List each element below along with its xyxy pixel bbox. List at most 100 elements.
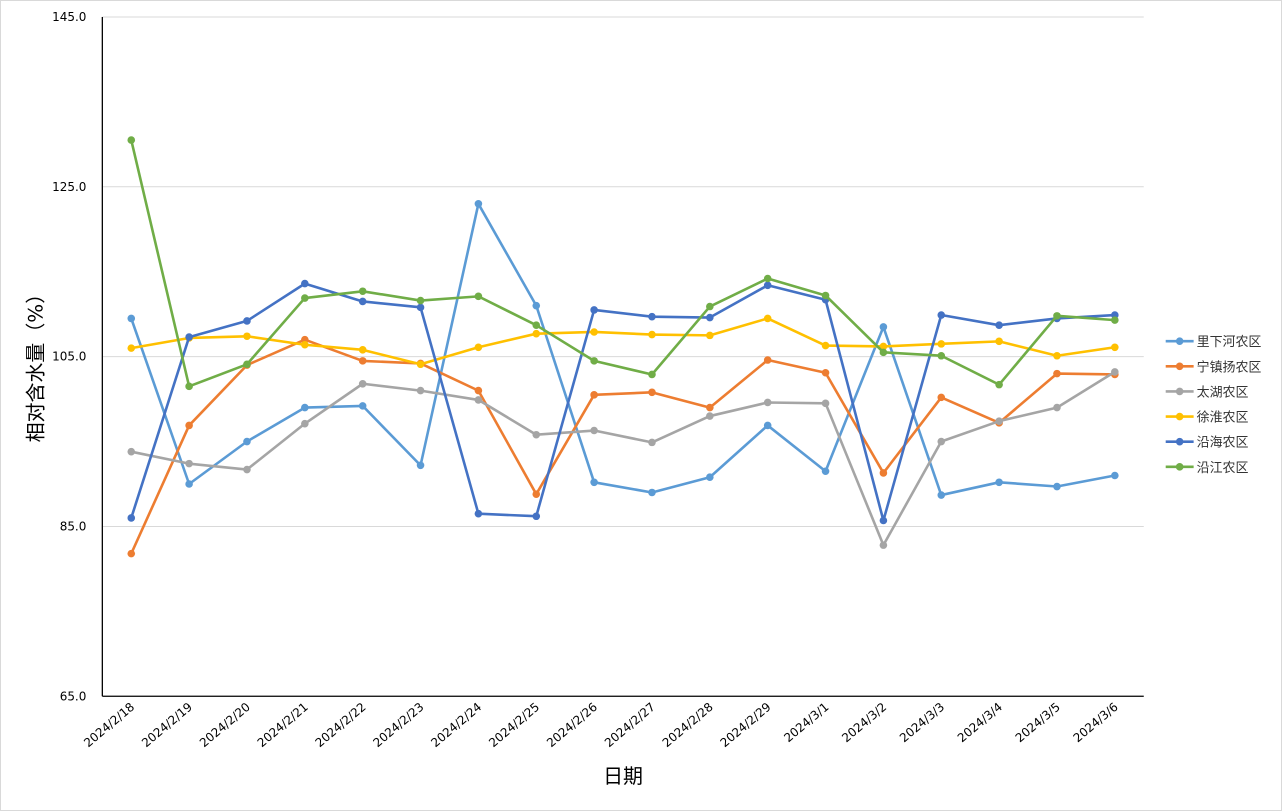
data-point	[879, 323, 888, 331]
data-point	[532, 301, 541, 310]
data-point	[995, 321, 1003, 329]
x-tick-label: 2024/3/5	[1013, 700, 1063, 745]
data-point	[474, 386, 483, 395]
x-tick-label: 2024/2/27	[602, 700, 658, 750]
data-point	[301, 403, 309, 412]
data-point	[821, 341, 830, 350]
series-line	[130, 282, 1115, 522]
y-tick-label: 85.0	[60, 519, 87, 533]
data-point	[590, 328, 598, 336]
data-point	[416, 303, 425, 312]
data-point	[706, 473, 714, 481]
data-point	[648, 312, 656, 321]
x-tick-label: 2024/2/21	[255, 700, 311, 750]
legend-item: 宁镇扬农区	[1165, 359, 1261, 375]
data-point	[243, 465, 251, 474]
legend-label: 徐淮农区	[1197, 411, 1249, 426]
x-tick-label: 2024/2/26	[544, 700, 600, 750]
data-point	[590, 391, 598, 399]
data-point	[937, 393, 946, 402]
series-4	[127, 314, 1119, 369]
data-point	[763, 421, 772, 430]
data-point	[821, 467, 830, 476]
data-point	[127, 136, 136, 144]
data-point	[590, 306, 598, 314]
data-point	[185, 480, 193, 488]
legend-item: 里下河农区	[1165, 335, 1262, 350]
x-axis-title: 日期	[603, 764, 643, 788]
y-tick-label: 125.0	[52, 180, 86, 194]
data-point	[590, 357, 598, 365]
x-tick-label: 2024/2/20	[197, 700, 253, 750]
legend-swatch-marker	[1175, 463, 1184, 471]
axes	[101, 16, 1144, 697]
data-point	[301, 279, 309, 288]
data-point	[879, 342, 888, 351]
data-point	[763, 314, 772, 323]
data-point	[648, 370, 656, 379]
legend-label: 里下河农区	[1197, 335, 1262, 350]
x-tick-label: 2024/3/1	[781, 700, 831, 745]
data-point	[763, 281, 772, 290]
x-tick-label: 2024/3/4	[955, 700, 1005, 745]
data-point	[648, 330, 656, 339]
data-point	[474, 292, 483, 301]
data-point	[243, 437, 251, 446]
data-point	[243, 360, 251, 369]
series-line	[130, 370, 1116, 547]
data-point	[243, 332, 251, 341]
data-point	[532, 321, 541, 329]
data-point	[416, 360, 425, 369]
data-point	[243, 317, 251, 325]
data-point	[879, 469, 888, 477]
data-point	[821, 291, 830, 300]
data-point	[821, 399, 830, 408]
x-tick-label: 2024/3/2	[839, 700, 889, 745]
series-line	[130, 202, 1116, 497]
data-point	[763, 356, 772, 364]
legend-swatch-marker	[1175, 387, 1184, 396]
data-point	[474, 396, 483, 404]
y-tick-labels: 145.0 125.0 105.0 85.0 65.0	[52, 10, 86, 703]
x-tick-label: 2024/2/19	[139, 700, 195, 750]
y-axis-title: 相对含水量（%）	[23, 284, 47, 443]
data-point	[474, 509, 483, 518]
y-tick-label: 105.0	[52, 350, 86, 364]
gridlines	[102, 16, 1144, 527]
data-point	[1053, 312, 1061, 320]
data-point	[185, 382, 193, 391]
data-point	[937, 491, 946, 499]
data-point	[995, 478, 1003, 487]
data-point	[532, 430, 541, 439]
data-point	[763, 398, 772, 407]
legend-label: 沿江农区	[1197, 461, 1249, 476]
data-point	[1111, 343, 1119, 352]
series-3	[127, 368, 1119, 549]
data-point	[590, 426, 598, 435]
series-group	[127, 136, 1119, 558]
data-point	[127, 447, 136, 456]
data-point	[1111, 316, 1119, 324]
data-point	[648, 438, 656, 447]
data-point	[532, 329, 541, 338]
data-point	[937, 351, 946, 360]
legend-swatch-marker	[1175, 337, 1184, 345]
legend-label: 沿海农区	[1197, 436, 1249, 451]
x-tick-label: 2024/2/29	[718, 700, 774, 750]
data-point	[358, 380, 367, 388]
x-tick-label: 2024/2/24	[428, 700, 484, 750]
data-point	[358, 346, 367, 354]
y-tick-label: 65.0	[60, 689, 87, 703]
data-point	[706, 412, 714, 420]
data-point	[301, 294, 309, 302]
series-6	[127, 136, 1119, 391]
data-point	[706, 302, 714, 311]
data-point	[474, 343, 483, 352]
data-point	[1053, 369, 1061, 378]
data-point	[937, 340, 946, 348]
data-point	[1053, 403, 1061, 412]
legend-item: 徐淮农区	[1165, 411, 1249, 426]
data-point	[590, 478, 598, 487]
series-line	[131, 317, 1116, 366]
